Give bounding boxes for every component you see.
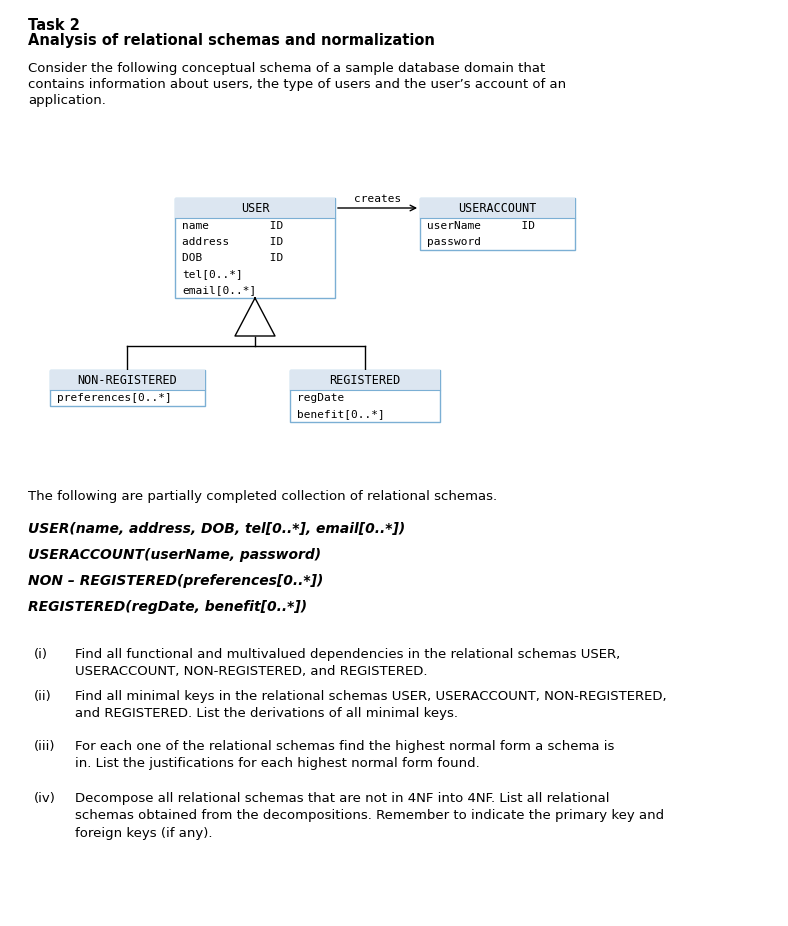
Text: Task 2: Task 2 <box>28 18 80 33</box>
Text: Decompose all relational schemas that are not in 4NF into 4NF. List all relation: Decompose all relational schemas that ar… <box>75 792 664 840</box>
Text: userName      ID: userName ID <box>427 221 535 231</box>
Text: NON-REGISTERED: NON-REGISTERED <box>78 373 177 386</box>
Text: creates: creates <box>354 194 401 204</box>
Text: USERACCOUNT: USERACCOUNT <box>459 202 537 215</box>
Text: regDate: regDate <box>297 393 344 403</box>
Text: tel[0..*]: tel[0..*] <box>182 269 243 279</box>
Text: application.: application. <box>28 94 106 107</box>
Text: email[0..*]: email[0..*] <box>182 285 256 295</box>
Text: Consider the following conceptual schema of a sample database domain that: Consider the following conceptual schema… <box>28 62 545 75</box>
Bar <box>290 370 440 422</box>
Text: USER(name, address, DOB, tel[0..*], email[0..*]): USER(name, address, DOB, tel[0..*], emai… <box>28 522 405 536</box>
Bar <box>290 370 440 390</box>
Text: address      ID: address ID <box>182 237 283 247</box>
Bar <box>175 198 335 298</box>
Text: (i): (i) <box>34 648 48 661</box>
Text: password: password <box>427 237 481 247</box>
Text: preferences[0..*]: preferences[0..*] <box>57 393 172 403</box>
Bar <box>50 370 205 406</box>
Text: USERACCOUNT(userName, password): USERACCOUNT(userName, password) <box>28 548 322 562</box>
Bar <box>175 198 335 218</box>
Text: The following are partially completed collection of relational schemas.: The following are partially completed co… <box>28 490 497 503</box>
Bar <box>420 198 575 250</box>
Text: (iii): (iii) <box>34 740 55 753</box>
Polygon shape <box>235 298 275 336</box>
Text: name         ID: name ID <box>182 221 283 231</box>
Text: REGISTERED(regDate, benefit[0..*]): REGISTERED(regDate, benefit[0..*]) <box>28 600 307 614</box>
Text: Find all functional and multivalued dependencies in the relational schemas USER,: Find all functional and multivalued depe… <box>75 648 620 679</box>
Text: (ii): (ii) <box>34 690 52 703</box>
Text: contains information about users, the type of users and the user’s account of an: contains information about users, the ty… <box>28 78 566 91</box>
Text: Analysis of relational schemas and normalization: Analysis of relational schemas and norma… <box>28 33 435 48</box>
Bar <box>420 198 575 218</box>
Text: USER: USER <box>241 202 269 215</box>
Text: REGISTERED: REGISTERED <box>329 373 400 386</box>
Text: NON – REGISTERED(preferences[0..*]): NON – REGISTERED(preferences[0..*]) <box>28 574 323 588</box>
Bar <box>50 370 205 390</box>
Text: benefit[0..*]: benefit[0..*] <box>297 409 385 419</box>
Text: (iv): (iv) <box>34 792 56 805</box>
Text: For each one of the relational schemas find the highest normal form a schema is
: For each one of the relational schemas f… <box>75 740 615 770</box>
Text: DOB          ID: DOB ID <box>182 253 283 263</box>
Text: Find all minimal keys in the relational schemas USER, USERACCOUNT, NON-REGISTERE: Find all minimal keys in the relational … <box>75 690 667 720</box>
